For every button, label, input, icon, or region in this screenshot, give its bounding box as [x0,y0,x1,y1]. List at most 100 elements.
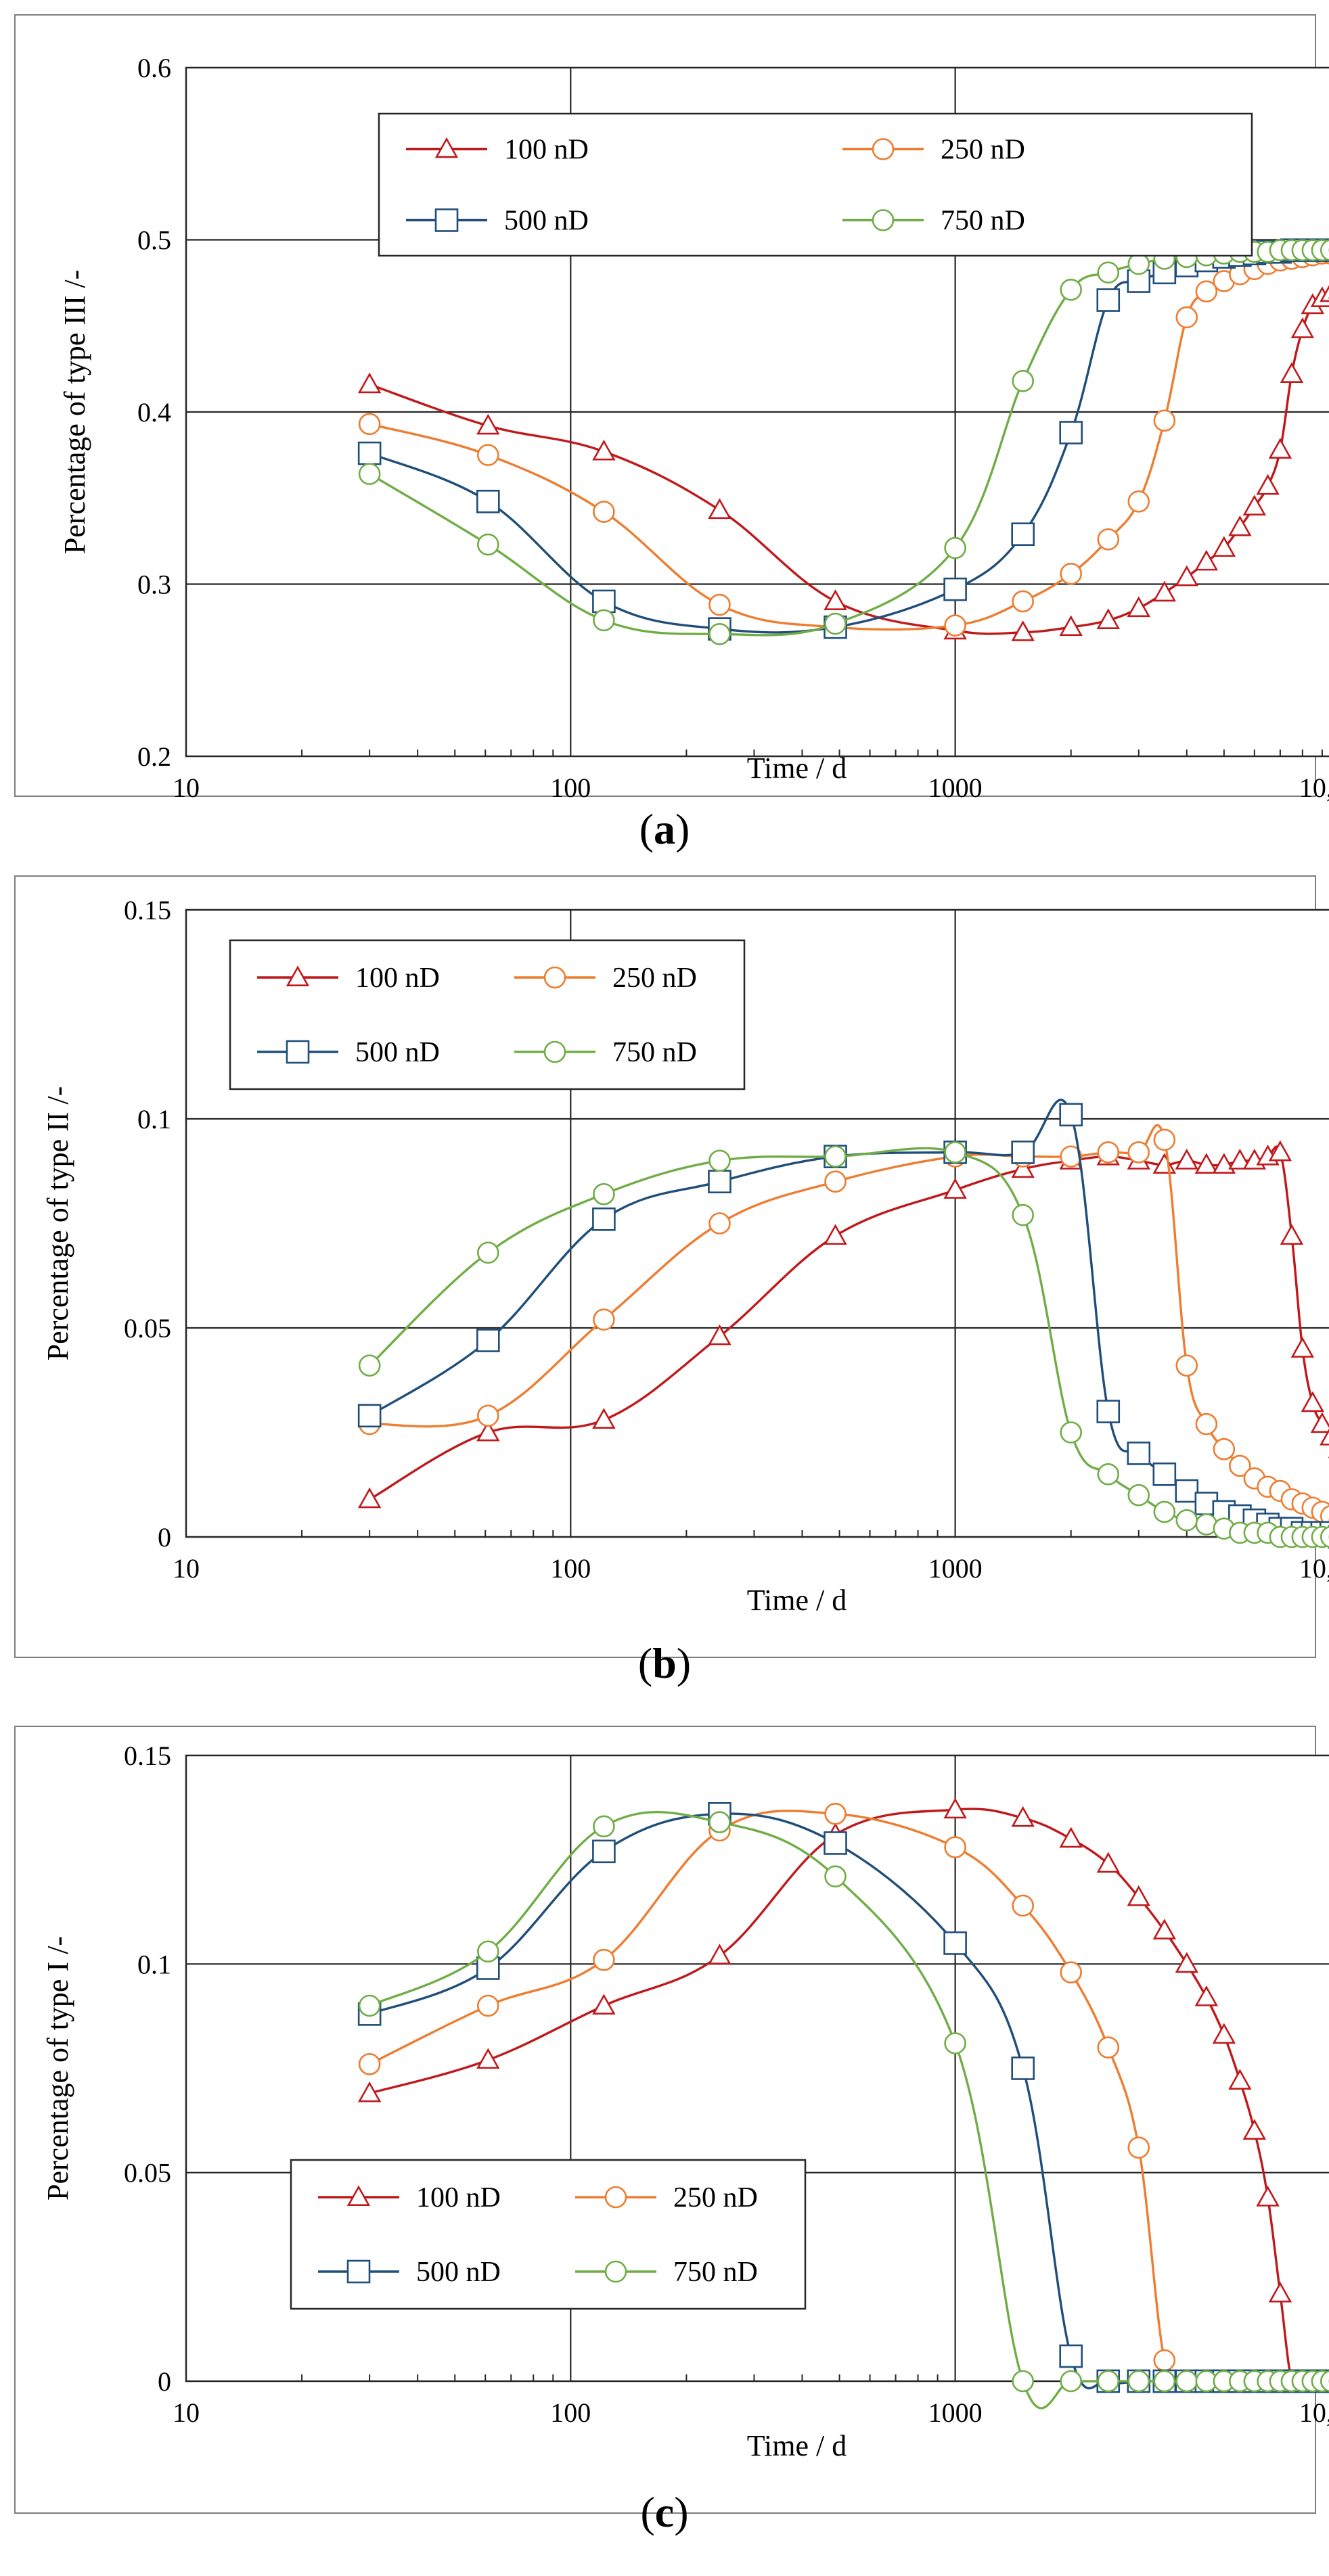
data-point [1127,490,1150,513]
data-point [358,413,381,436]
legend: 100 nD 250 nD 500 nD 750 nD [290,2159,807,2310]
data-point [1127,1484,1150,1506]
legend: 100 nD 250 nD 500 nD 750 nD [378,112,1253,257]
data-point [1011,1806,1035,1827]
data-point [708,1212,731,1235]
data-point [1127,2370,1150,2393]
y-axis-label: Percentage of type II /- [41,1086,74,1361]
x-tick-label: 1000 [928,2397,983,2428]
x-tick-label: 10 [173,773,200,803]
y-tick-label: 0.05 [124,2158,171,2188]
data-point [476,1420,500,1442]
legend-label: 500 nD [416,2257,501,2288]
y-tick-label: 0 [158,1522,171,1552]
data-point [592,1839,616,1864]
data-point [1213,1438,1236,1460]
data-point [1194,1153,1219,1174]
data-point [1011,1157,1035,1178]
panel-caption: (c) [640,2488,688,2536]
legend-label: 250 nD [941,135,1025,166]
legend-marker [872,138,895,160]
data-point [1060,1145,1082,1168]
data-point [708,498,731,520]
chart-panel-b: 0 0.05 0.1 0.15 10 100 1000 10, 000 Time / d Perc… [14,875,1329,1687]
x-tick-label: 100 [550,773,591,803]
x-tick-label: 10, 000 [1299,773,1329,803]
data-point [1096,1400,1121,1423]
data-point [1152,1463,1177,1486]
y-tick-label: 0.1 [137,1949,171,1979]
data-point [1175,565,1198,586]
data-point [1320,285,1329,302]
data-point [1012,2370,1034,2393]
data-point [1175,1509,1198,1532]
data-point [708,1811,731,1833]
data-point [1153,1500,1176,1523]
data-point [1011,2056,1035,2080]
data-point [1175,2370,1198,2393]
legend-marker [346,2185,371,2206]
data-point [477,1241,499,1264]
legend-label: 100 nD [504,135,589,166]
data-point [1097,261,1120,284]
data-point [1228,2069,1252,2090]
data-point [1280,1224,1304,1245]
data-point [943,1178,967,1199]
data-point [708,593,731,616]
data-point [1256,474,1280,495]
data-point [1175,306,1198,329]
legend-marker [346,2259,371,2284]
x-axis-label: Time / d [747,2429,847,2462]
chart-panel-a: 0.2 0.3 0.4 0.5 0.6 10 100 1000 10, 000 Time / d P… [14,14,1329,853]
data-point [592,1994,616,2015]
data-point [357,441,382,465]
data-point [1097,1463,1120,1486]
data-point [1060,1421,1082,1444]
data-point [1152,1918,1177,1939]
data-point [1060,562,1082,585]
legend-label: 750 nD [941,206,1025,237]
legend-marker [604,2186,627,2209]
data-point [476,1329,500,1352]
data-point [943,1931,967,1955]
data-point [1280,362,1304,384]
data-point [708,1170,731,1193]
data-point [1153,409,1176,432]
data-point [1175,1479,1199,1503]
data-point [1097,1141,1120,1164]
data-point [357,372,382,394]
legend-entry: 500 nD [406,206,589,237]
data-point [592,1408,616,1429]
data-point [944,1836,966,1858]
data-point [358,1994,381,2017]
legend-marker [872,209,895,231]
series-100-nd [357,285,1329,641]
data-point [477,533,499,556]
legend-marker [543,1040,566,1063]
data-point [358,1354,381,1377]
x-tick-label: 10 [173,2397,200,2428]
legend-box [229,939,746,1090]
y-tick-label: 0.15 [124,1741,171,1771]
y-tick-label: 0.05 [124,1313,171,1343]
y-tick-label: 0.1 [137,1104,171,1134]
data-point [708,1944,731,1964]
data-point [824,1831,847,1855]
x-tick-label: 100 [550,1553,591,1584]
legend-label: 100 nD [355,963,440,994]
data-point [1127,252,1150,275]
data-point [1320,1526,1329,1548]
data-point [477,1940,499,1963]
data-point [476,413,500,435]
x-tick-label: 1000 [928,773,983,803]
legend-label: 250 nD [673,2182,758,2213]
data-point [593,501,615,523]
data-point [593,1308,615,1331]
legend-marker [286,965,310,986]
data-point [824,1803,847,1825]
data-point [593,1815,615,1838]
data-point [477,1404,499,1427]
data-point [358,463,381,485]
data-point [1012,1894,1034,1917]
data-point [477,1994,499,2017]
